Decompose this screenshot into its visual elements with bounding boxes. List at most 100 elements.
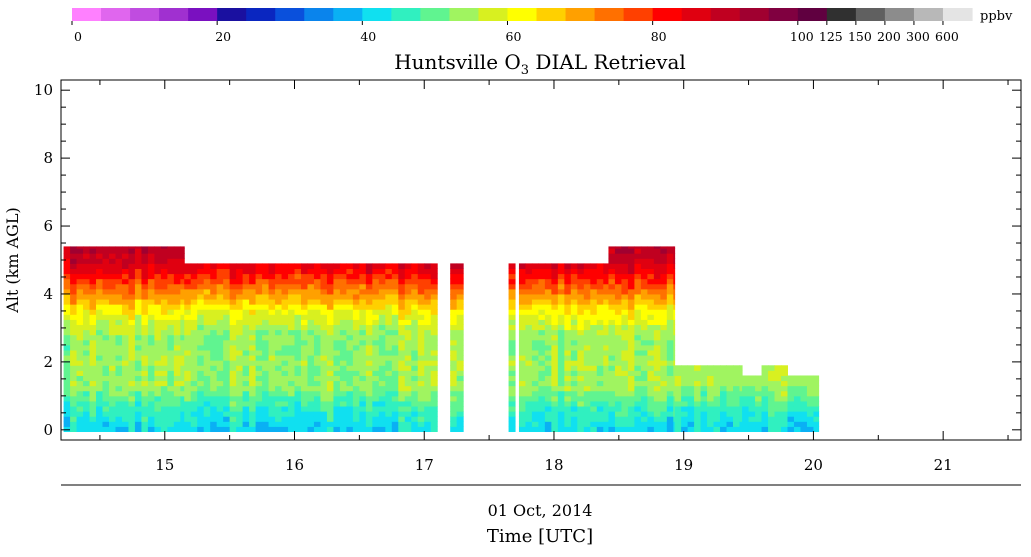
heatmap-cell <box>70 288 78 295</box>
heatmap-cell <box>614 309 622 315</box>
heatmap-cell <box>275 426 283 433</box>
heatmap-cell <box>596 406 604 412</box>
heatmap-cell <box>76 309 84 315</box>
heatmap-cell <box>197 411 205 417</box>
heatmap-cell <box>210 309 218 315</box>
heatmap-cell <box>590 416 598 422</box>
heatmap-cell <box>660 299 668 305</box>
heatmap-cell <box>608 380 616 387</box>
heatmap-cell <box>70 411 78 417</box>
heatmap-cell <box>173 258 181 264</box>
heatmap-cell <box>352 319 360 326</box>
heatmap-cell <box>339 324 347 331</box>
heatmap-cell <box>742 385 750 392</box>
heatmap-cell <box>128 299 136 305</box>
heatmap-cell <box>681 416 689 422</box>
heatmap-cell <box>333 416 341 422</box>
heatmap-cell <box>424 283 432 290</box>
heatmap-cell <box>121 268 129 275</box>
heatmap-cell <box>115 380 123 387</box>
heatmap-cell <box>76 395 84 402</box>
heatmap-cell <box>288 319 296 326</box>
heatmap-cell <box>583 283 591 290</box>
heatmap-cell <box>134 248 142 254</box>
heatmap-cell <box>216 395 224 402</box>
heatmap-cell <box>660 268 668 275</box>
heatmap-cell <box>203 385 211 392</box>
heatmap-cell <box>96 334 104 341</box>
heatmap-cell <box>160 268 168 275</box>
heatmap-cell <box>268 273 276 280</box>
heatmap-cell <box>141 246 149 249</box>
heatmap-cell <box>190 344 198 351</box>
heatmap-cell <box>141 380 149 387</box>
heatmap-cell <box>590 324 598 331</box>
heatmap-cell <box>544 416 552 422</box>
heatmap-cell <box>76 273 84 280</box>
heatmap-cell <box>128 314 136 320</box>
heatmap-cell <box>294 350 302 356</box>
heatmap-cell <box>570 385 578 392</box>
heatmap-cell <box>203 395 211 402</box>
heatmap-cell <box>781 421 788 427</box>
heatmap-cell <box>634 248 642 254</box>
heatmap-cell <box>180 263 185 269</box>
heatmap-cell <box>115 355 123 361</box>
heatmap-cell <box>320 385 328 392</box>
heatmap-cell <box>424 268 432 275</box>
heatmap-cell <box>96 406 104 412</box>
heatmap-cell <box>109 355 116 361</box>
heatmap-cell <box>621 288 629 295</box>
heatmap-cell <box>128 258 136 264</box>
heatmap-cell <box>262 334 270 341</box>
heatmap-cell <box>424 360 432 366</box>
heatmap-cell <box>160 253 168 259</box>
heatmap-cell <box>339 426 347 433</box>
heatmap-cell <box>365 370 373 376</box>
heatmap-cell <box>275 421 283 427</box>
heatmap-cell <box>216 273 224 280</box>
heatmap-cell <box>608 273 616 280</box>
heatmap-cell <box>647 288 655 295</box>
heatmap-cell <box>281 406 289 412</box>
heatmap-cell <box>634 273 642 280</box>
heatmap-cell <box>781 400 788 407</box>
heatmap-cell <box>307 263 315 269</box>
heatmap-cell <box>333 390 341 397</box>
heatmap-cell <box>216 365 224 371</box>
heatmap-cell <box>180 299 185 305</box>
heatmap-cell <box>694 395 702 402</box>
heatmap-cell <box>236 288 244 295</box>
heatmap-cell <box>333 395 341 402</box>
heatmap-cell <box>673 416 676 422</box>
heatmap-cell <box>236 344 244 351</box>
heatmap-cell <box>621 248 629 254</box>
heatmap-cell <box>301 350 308 356</box>
heatmap-cell <box>76 406 84 412</box>
heatmap-cell <box>223 426 231 433</box>
heatmap-cell <box>430 365 438 371</box>
heatmap-cell <box>242 293 250 300</box>
heatmap-cell <box>365 380 373 387</box>
heatmap-cell <box>141 319 149 326</box>
heatmap-cell <box>313 319 321 326</box>
heatmap-cell <box>333 355 341 361</box>
heatmap-cell <box>608 309 616 315</box>
heatmap-cell <box>359 360 367 366</box>
heatmap-cell <box>242 314 250 320</box>
heatmap-cell <box>755 421 763 427</box>
heatmap-cell <box>456 380 464 387</box>
heatmap-cell <box>83 273 91 280</box>
heatmap-cell <box>180 329 185 336</box>
heatmap-cell <box>197 273 205 280</box>
heatmap-cell <box>793 416 801 422</box>
heatmap-cell <box>404 360 412 366</box>
heatmap-cell <box>687 370 695 376</box>
heatmap-cell <box>733 380 740 387</box>
heatmap-cell <box>614 299 622 305</box>
heatmap-cell <box>288 263 296 269</box>
heatmap-cell <box>89 309 97 315</box>
heatmap-cell <box>518 370 526 376</box>
heatmap-cell <box>640 253 648 259</box>
heatmap-cell <box>242 304 250 310</box>
